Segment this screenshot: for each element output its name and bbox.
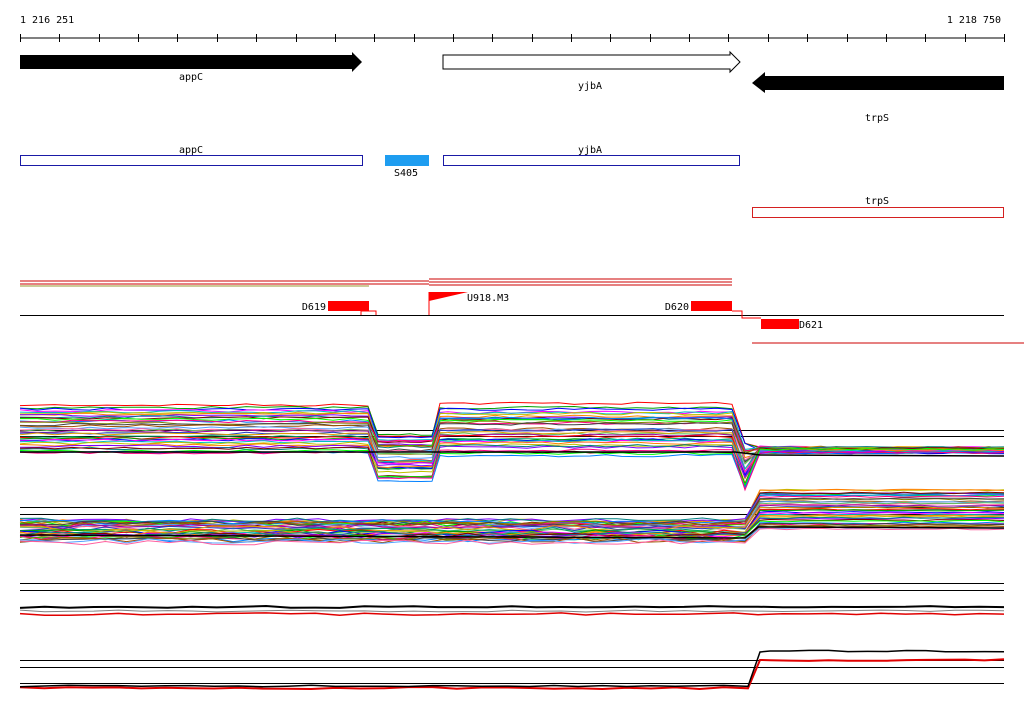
expression-trace bbox=[19, 450, 1004, 490]
expression-trace bbox=[19, 504, 1005, 530]
expression-trace bbox=[19, 495, 1005, 529]
box-label-yjbA: yjbA bbox=[578, 145, 602, 156]
expression-trace bbox=[19, 438, 1005, 470]
gene-label-appC: appC bbox=[179, 72, 203, 83]
expression-panel-1 bbox=[19, 401, 1005, 492]
expression-trace bbox=[20, 451, 1005, 457]
gene-track: appC yjbA trpS bbox=[20, 50, 1004, 124]
feature-box-s405[interactable] bbox=[385, 155, 429, 166]
expression-trace bbox=[19, 488, 1005, 525]
marker-label-u918: U918.M3 bbox=[467, 293, 509, 304]
marker-d619-tail bbox=[360, 310, 377, 315]
marker-d620[interactable] bbox=[691, 301, 732, 311]
expression-trace bbox=[19, 612, 1005, 616]
gene-arrow-appC[interactable] bbox=[20, 52, 362, 72]
expression-trace bbox=[19, 649, 1005, 688]
expression-trace bbox=[19, 506, 1005, 532]
marker-u918[interactable] bbox=[429, 292, 468, 301]
ruler-ticks bbox=[20, 34, 1005, 42]
gene-arrow-trpS[interactable] bbox=[752, 72, 1004, 93]
marker-label-d619: D619 bbox=[302, 302, 326, 313]
marker-d620-tail bbox=[732, 310, 761, 319]
expression-trace bbox=[19, 526, 1005, 539]
gene-label-trpS: trpS bbox=[865, 113, 889, 124]
expression-panel-2 bbox=[19, 488, 1005, 546]
ruler: 1 216 251 1 218 750 bbox=[20, 15, 1005, 42]
ruler-start-label: 1 216 251 bbox=[20, 15, 74, 26]
expression-trace bbox=[19, 524, 1005, 542]
expression-panel-4 bbox=[19, 649, 1005, 691]
expression-trace bbox=[19, 448, 1005, 492]
expression-trace bbox=[19, 604, 1005, 609]
marker-label-d620: D620 bbox=[665, 302, 689, 313]
gene-label-yjbA: yjbA bbox=[578, 81, 602, 92]
box-label-appC: appC bbox=[179, 145, 203, 156]
feature-box-trpS[interactable] bbox=[752, 207, 1004, 218]
expression-trace bbox=[19, 509, 1004, 535]
marker-label-d621: D621 bbox=[799, 320, 823, 331]
expression-trace bbox=[19, 609, 1005, 613]
expression-trace bbox=[19, 447, 1005, 486]
transcript-track: D619 U918.M3 D620 D621 bbox=[20, 278, 1024, 344]
expression-trace bbox=[19, 525, 1005, 544]
feature-track: appC S405 yjbA trpS bbox=[20, 145, 1004, 218]
feature-box-appC[interactable] bbox=[20, 155, 363, 166]
expression-trace bbox=[19, 441, 1005, 480]
expression-trace bbox=[19, 527, 1005, 546]
expression-trace bbox=[19, 658, 1005, 691]
gene-arrow-yjbA[interactable] bbox=[442, 50, 741, 74]
ruler-end-label: 1 218 750 bbox=[947, 15, 1001, 26]
expression-trace bbox=[20, 497, 1005, 527]
expression-panel-3 bbox=[19, 583, 1005, 616]
feature-box-yjbA[interactable] bbox=[443, 155, 740, 166]
box-label-trpS: trpS bbox=[865, 196, 889, 207]
marker-d621[interactable] bbox=[761, 319, 799, 329]
marker-d619[interactable] bbox=[328, 301, 369, 311]
expression-trace bbox=[19, 431, 1005, 474]
box-label-s405: S405 bbox=[394, 168, 418, 179]
